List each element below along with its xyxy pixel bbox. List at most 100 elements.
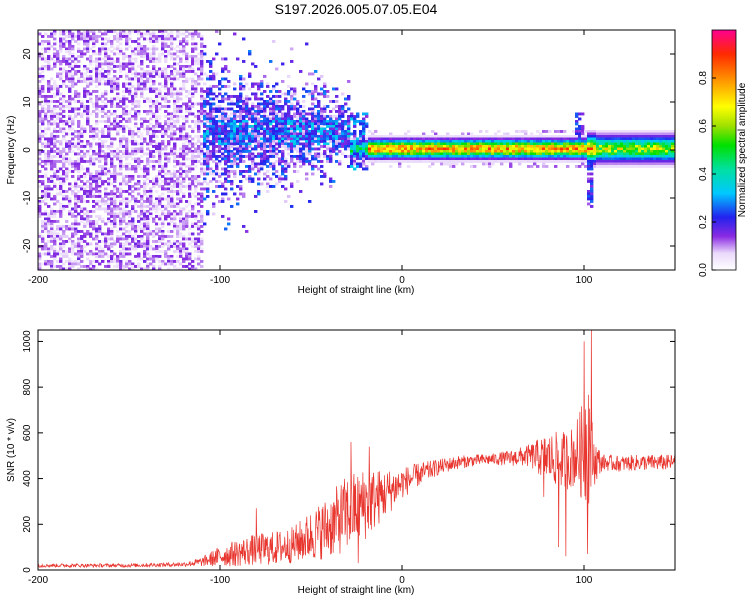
heatmap-cell	[323, 137, 327, 141]
heatmap-cell	[356, 145, 360, 148]
heatmap-cell	[86, 267, 90, 270]
heatmap-cell	[68, 85, 72, 88]
heatmap-cell	[251, 162, 255, 166]
heatmap-cell	[185, 150, 189, 153]
heatmap-cell	[137, 252, 141, 256]
heatmap-cell	[110, 245, 114, 248]
heatmap-cell	[50, 57, 54, 61]
heatmap-cell	[206, 115, 210, 118]
heatmap-cell	[266, 135, 270, 138]
heatmap-cell	[47, 80, 51, 83]
heatmap-cell	[275, 102, 279, 106]
heatmap-cell	[95, 112, 99, 116]
heatmap-cell	[134, 72, 138, 76]
heatmap-cell	[59, 140, 63, 143]
heatmap-cell	[92, 67, 96, 71]
heatmap-cell	[62, 180, 66, 183]
heatmap-cell	[314, 165, 318, 168]
heatmap-cell	[44, 230, 48, 233]
heatmap-cell	[143, 222, 147, 226]
heatmap-cell	[227, 217, 231, 221]
heatmap-cell	[269, 90, 273, 93]
heatmap-cell	[119, 207, 123, 211]
heatmap-cell	[116, 125, 120, 128]
heatmap-cell	[89, 82, 93, 86]
heatmap-cell	[215, 162, 219, 166]
heatmap-cell	[425, 137, 429, 141]
heatmap-cell	[191, 137, 195, 141]
heatmap-cell	[263, 100, 267, 103]
heatmap-cell	[209, 170, 213, 173]
heatmap-cell	[44, 100, 48, 103]
heatmap-cell	[65, 267, 69, 270]
heatmap-cell	[143, 70, 147, 73]
heatmap-cell	[71, 142, 75, 146]
heatmap-cell	[266, 157, 270, 161]
heatmap-cell	[299, 150, 303, 153]
heatmap-cell	[110, 50, 114, 53]
heatmap-cell	[374, 140, 378, 143]
heatmap-cell	[107, 80, 111, 83]
heatmap-cell	[299, 142, 303, 146]
heatmap-cell	[425, 152, 429, 156]
heatmap-cell	[143, 205, 147, 208]
heatmap-cell	[110, 165, 114, 168]
heatmap-cell	[152, 65, 156, 68]
heatmap-cell	[152, 180, 156, 183]
heatmap-cell	[254, 142, 258, 146]
heatmap-cell	[179, 232, 183, 236]
heatmap-cell	[266, 102, 270, 106]
heatmap-cell	[395, 145, 399, 148]
heatmap-cell	[116, 32, 120, 36]
heatmap-cell	[275, 82, 279, 86]
heatmap-cell	[248, 112, 252, 116]
heatmap-cell	[209, 125, 213, 128]
heatmap-cell	[47, 55, 51, 58]
heatmap-cell	[230, 165, 234, 168]
heatmap-cell	[251, 82, 255, 86]
heatmap-cell	[272, 142, 276, 146]
heatmap-cell	[140, 217, 144, 221]
heatmap-cell	[167, 190, 171, 193]
heatmap-cell	[329, 127, 333, 131]
heatmap-cell	[347, 95, 351, 98]
heatmap-cell	[128, 92, 132, 96]
heatmap-cell	[158, 165, 162, 168]
heatmap-cell	[134, 52, 138, 56]
heatmap-cell	[500, 160, 504, 163]
heatmap-cell	[53, 135, 57, 138]
heatmap-cell	[356, 142, 360, 146]
heatmap-cell	[206, 210, 210, 213]
heatmap-cell	[440, 137, 444, 141]
heatmap-cell	[53, 100, 57, 103]
heatmap-cell	[56, 175, 60, 178]
heatmap-cell	[284, 127, 288, 131]
heatmap-cell	[179, 175, 183, 178]
heatmap-cell	[158, 75, 162, 78]
heatmap-cell	[452, 155, 456, 158]
heatmap-cell	[131, 222, 135, 226]
heatmap-cell	[125, 112, 129, 116]
heatmap-cell	[128, 230, 132, 233]
heatmap-cell	[98, 250, 102, 253]
heatmap-cell	[500, 137, 504, 141]
heatmap-cell	[380, 135, 384, 138]
heatmap-cell	[494, 145, 498, 148]
heatmap-cell	[212, 120, 216, 123]
heatmap-cell	[395, 142, 399, 146]
heatmap-cell	[194, 55, 198, 58]
heatmap-cell	[494, 140, 498, 143]
heatmap-cell	[164, 70, 168, 73]
heatmap-cell	[179, 40, 183, 43]
heatmap-cell	[56, 125, 60, 128]
heatmap-cell	[47, 50, 51, 53]
heatmap-cell	[53, 165, 57, 168]
heatmap-cell	[71, 227, 75, 231]
heatmap-cell	[38, 202, 42, 206]
heatmap-cell	[182, 265, 186, 268]
heatmap-cell	[365, 112, 369, 116]
heatmap-cell	[209, 97, 213, 101]
heatmap-cell	[149, 35, 153, 38]
heatmap-cell	[200, 105, 204, 108]
heatmap-cell	[281, 105, 285, 108]
